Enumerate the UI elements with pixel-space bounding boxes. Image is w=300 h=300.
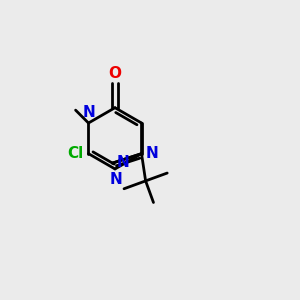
Text: O: O xyxy=(109,66,122,81)
Text: Cl: Cl xyxy=(67,146,83,160)
Text: N: N xyxy=(109,172,122,188)
Text: N: N xyxy=(146,146,158,161)
Text: N: N xyxy=(83,105,95,120)
Text: N: N xyxy=(116,155,129,170)
